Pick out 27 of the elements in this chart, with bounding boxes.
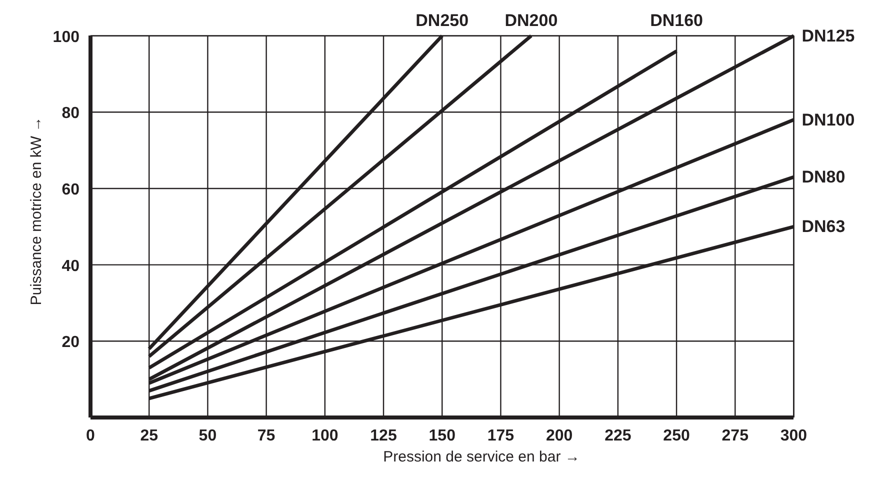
x-tick-label: 0: [86, 428, 96, 444]
series-label: DN160: [650, 10, 703, 30]
x-axis-title: Pression de service en bar →: [383, 448, 580, 466]
series-label: DN200: [504, 10, 558, 30]
x-tick-label: 125: [370, 428, 397, 444]
x-tick-label: 100: [312, 428, 338, 444]
series-label: DN100: [802, 110, 855, 130]
x-tick-label: 150: [428, 428, 456, 444]
y-tick-label: 40: [62, 258, 80, 275]
x-tick-label: 250: [663, 428, 690, 444]
y-tick-label: 100: [52, 28, 80, 46]
series-label: DN250: [416, 10, 469, 30]
x-tick-label: 225: [604, 428, 632, 444]
y-tick-label: 80: [62, 105, 80, 122]
x-tick-label: 25: [140, 428, 158, 444]
y-axis-title: Puissance motrice en kW →: [28, 116, 45, 306]
x-tick-label: 300: [780, 428, 808, 444]
x-tick-label: 200: [546, 428, 573, 444]
series-label: DN80: [802, 168, 846, 187]
x-tick-label: 175: [487, 428, 514, 444]
x-tick-label: 75: [257, 428, 276, 444]
series-label: DN125: [802, 26, 855, 46]
y-tick-label: 60: [62, 181, 80, 198]
x-tick-label: 50: [198, 428, 217, 444]
x-tick-label: 275: [722, 428, 749, 444]
series-label: DN63: [802, 217, 846, 236]
y-tick-label: 20: [62, 334, 80, 352]
